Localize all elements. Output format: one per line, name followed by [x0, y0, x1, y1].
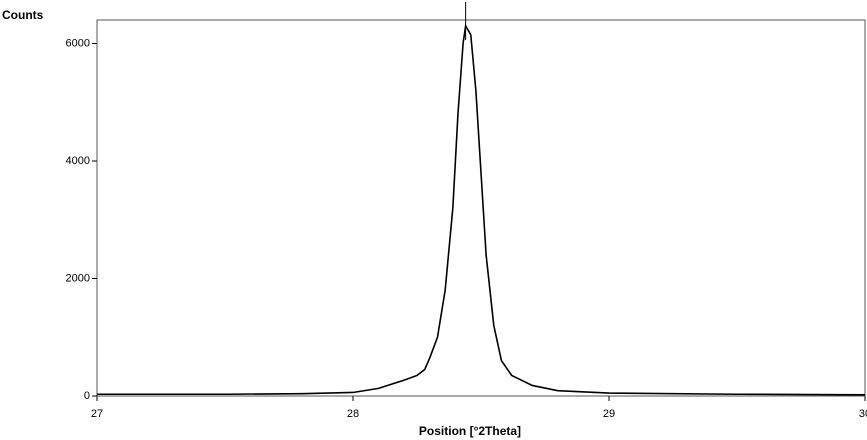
y-axis-label: Counts — [2, 8, 44, 22]
plot-frame — [96, 19, 866, 397]
data-line — [97, 23, 866, 396]
y-tick-label: 4000 — [66, 155, 90, 167]
y-tick-label: 6000 — [66, 37, 90, 49]
y-tick-label: 0 — [84, 390, 90, 402]
x-tick-label: 28 — [347, 408, 359, 420]
x-tick-label: 29 — [603, 408, 615, 420]
y-tick-label: 2000 — [66, 272, 90, 284]
x-axis-label: Position [°2Theta] — [419, 424, 521, 438]
x-tick-label: 27 — [91, 408, 103, 420]
x-tick-label: 30 — [859, 408, 867, 420]
